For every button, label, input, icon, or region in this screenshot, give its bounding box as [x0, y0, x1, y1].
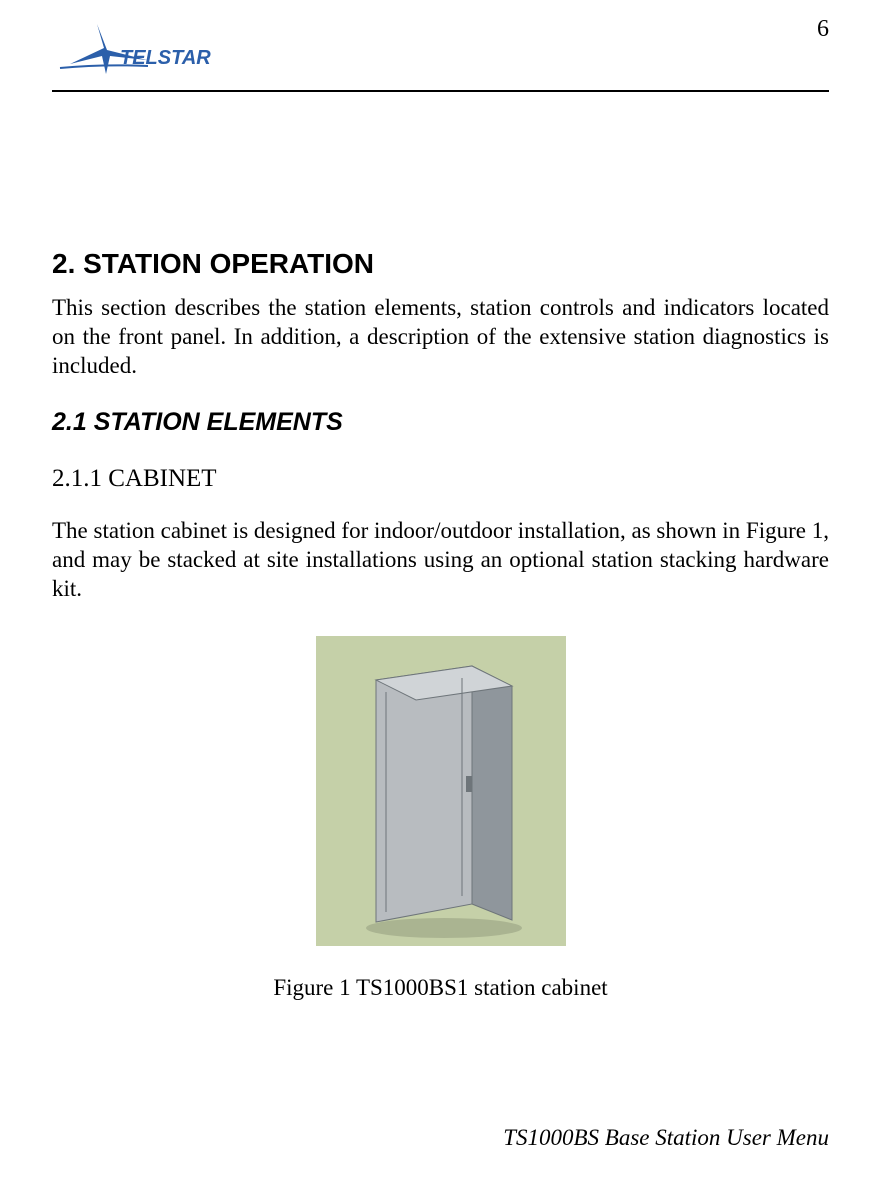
page-footer: TS1000BS Base Station User Menu: [503, 1125, 829, 1151]
figure-1: Figure 1 TS1000BS1 station cabinet: [52, 636, 829, 1001]
figure-caption: Figure 1 TS1000BS1 station cabinet: [52, 975, 829, 1001]
telstar-logo: TELSTAR: [52, 20, 237, 82]
section-heading: 2. STATION OPERATION: [52, 248, 829, 280]
page-header: TELSTAR 6: [52, 20, 829, 82]
page-content: 2. STATION OPERATION This section descri…: [52, 92, 829, 1001]
logo-text: TELSTAR: [120, 47, 211, 69]
item-body-paragraph: The station cabinet is designed for indo…: [52, 517, 829, 603]
section-intro-paragraph: This section describes the station eleme…: [52, 294, 829, 380]
page-number: 6: [817, 16, 829, 43]
subsection-heading: 2.1 STATION ELEMENTS: [52, 408, 829, 437]
cabinet-image: [316, 636, 566, 946]
item-heading: 2.1.1 CABINET: [52, 465, 829, 493]
